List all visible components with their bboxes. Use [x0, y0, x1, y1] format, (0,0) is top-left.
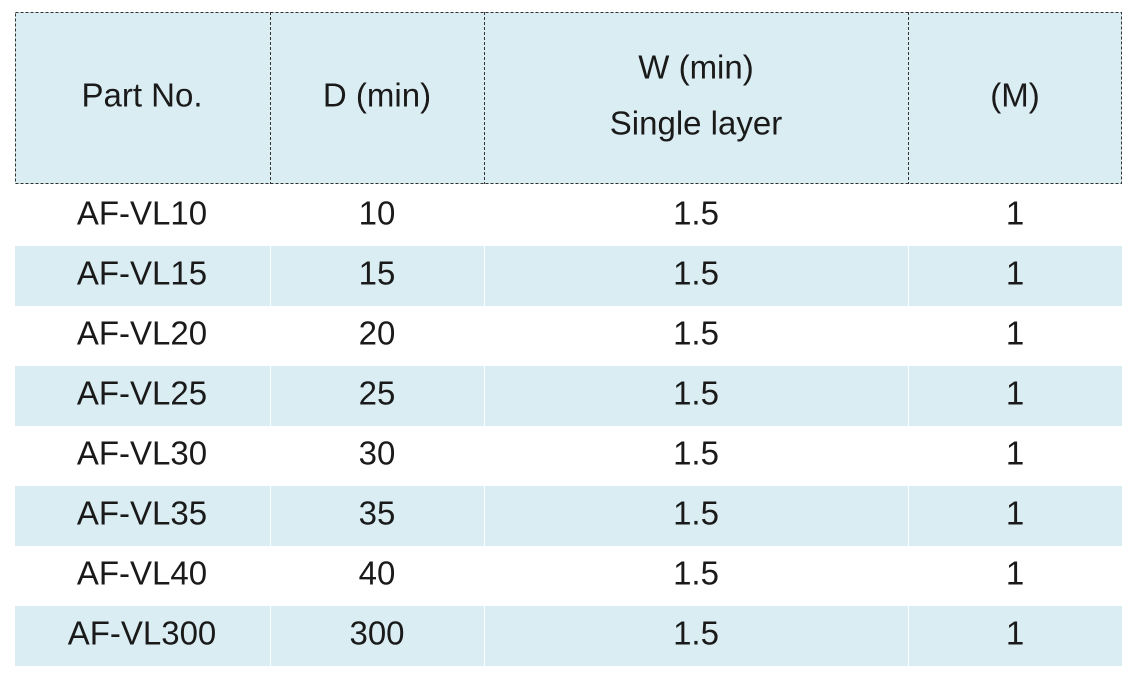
table-cell: 1: [1006, 195, 1024, 232]
row-shade: [485, 486, 908, 546]
table-cell: 1.5: [673, 615, 719, 652]
row-shade: [271, 246, 484, 306]
table-cell: AF-VL35: [77, 495, 207, 532]
row-shade: [271, 606, 484, 666]
table-cell: AF-VL300: [68, 615, 217, 652]
row-shade: [15, 606, 270, 666]
row-shade: [15, 366, 270, 426]
table-cell: 300: [349, 615, 404, 652]
row-shade: [15, 486, 270, 546]
table-cell: 30: [359, 435, 396, 472]
table-cell: 35: [359, 495, 396, 532]
row-shade: [909, 606, 1122, 666]
table-cell: 40: [359, 555, 396, 592]
header-cell: Part No.: [81, 77, 202, 114]
table-cell: 1.5: [673, 495, 719, 532]
row-shade: [271, 366, 484, 426]
table-cell: 1.5: [673, 255, 719, 292]
table-cell: AF-VL25: [77, 375, 207, 412]
header-cell: W (min): [638, 49, 753, 86]
header-borders: [15, 12, 1122, 184]
table-cell: 1: [1006, 495, 1024, 532]
row-shade: [271, 486, 484, 546]
table-cell: 1.5: [673, 435, 719, 472]
table-cell: 20: [359, 315, 396, 352]
table-cell: AF-VL30: [77, 435, 207, 472]
table-cell: 1.5: [673, 195, 719, 232]
table-cell: 1: [1006, 375, 1024, 412]
table-cell: 1: [1006, 555, 1024, 592]
table-cell: AF-VL15: [77, 255, 207, 292]
table-cell: AF-VL20: [77, 315, 207, 352]
table-cell: AF-VL40: [77, 555, 207, 592]
table-cell: 1: [1006, 615, 1024, 652]
header-border: [15, 12, 1122, 184]
header-cell: Single layer: [610, 105, 782, 142]
row-shade: [909, 366, 1122, 426]
header-cell: (M): [990, 77, 1039, 114]
row-shade: [485, 606, 908, 666]
row-shade: [909, 486, 1122, 546]
row-shade: [909, 246, 1122, 306]
table-cell: 1: [1006, 435, 1024, 472]
table-cell: 1: [1006, 255, 1024, 292]
row-shade: [485, 246, 908, 306]
table-cell: 1.5: [673, 555, 719, 592]
table-cell: 15: [359, 255, 396, 292]
row-shade: [15, 246, 270, 306]
table-cell: 1: [1006, 315, 1024, 352]
row-shade: [485, 366, 908, 426]
table-cell: 1.5: [673, 315, 719, 352]
header-cell: D (min): [323, 77, 431, 114]
table-cell: 1.5: [673, 375, 719, 412]
header-background: [15, 12, 1122, 184]
table-cell: 10: [359, 195, 396, 232]
table-cell: 25: [359, 375, 396, 412]
table-cell: AF-VL10: [77, 195, 207, 232]
